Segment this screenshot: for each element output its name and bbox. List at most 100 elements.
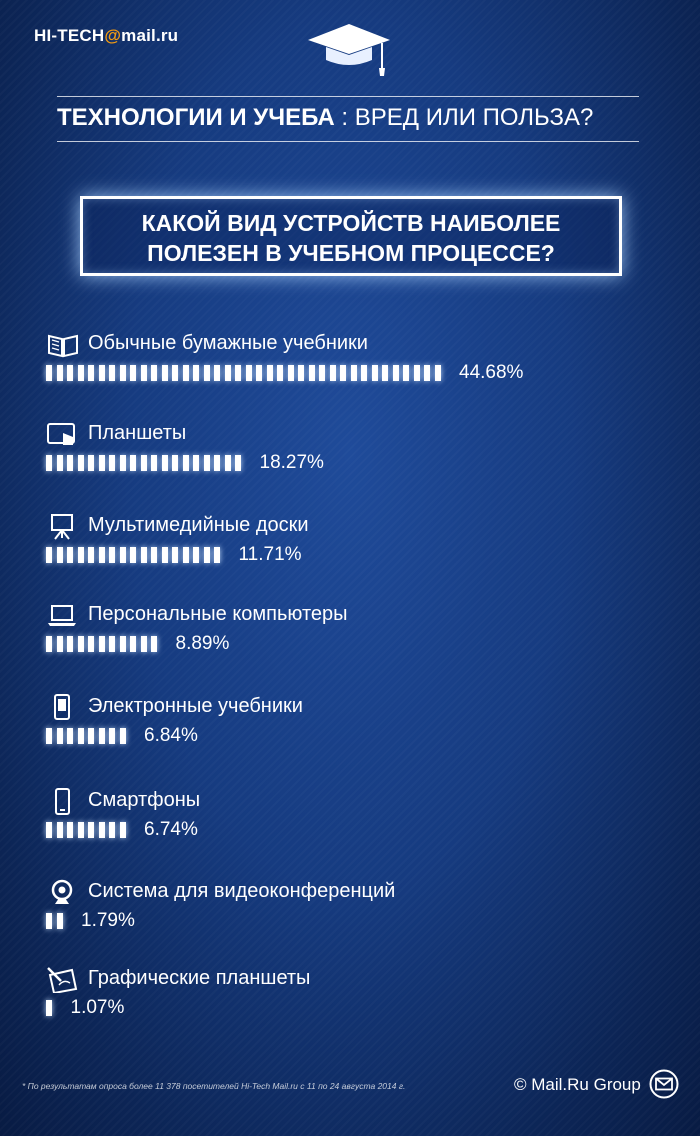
category-label: Планшеты (88, 422, 187, 444)
bar-segment (67, 365, 73, 381)
bar-segment (77, 365, 84, 381)
bar-segment (56, 455, 63, 471)
bar-segment (182, 547, 189, 563)
bar-segment (56, 822, 63, 838)
bar-segment (340, 365, 346, 381)
value-label: 44.68% (459, 362, 524, 383)
value-label: 8.89% (175, 633, 230, 654)
bar-segment (67, 455, 73, 471)
bar-segment (214, 455, 220, 471)
chart-row: Электронные учебники 6.84% (46, 693, 666, 753)
bar-segment (413, 365, 420, 381)
whiteboard-icon (51, 514, 73, 540)
bar-segment (319, 365, 325, 381)
bar-segment (98, 822, 105, 838)
bar-segment (119, 728, 126, 744)
bar-segment (119, 365, 126, 381)
bar-segment (119, 636, 126, 652)
bar (46, 822, 130, 838)
bar-segment (88, 822, 94, 838)
bar-segment (46, 636, 52, 652)
bar-segment (203, 547, 210, 563)
category-label: Смартфоны (88, 789, 201, 811)
value-label: 11.71% (238, 544, 302, 565)
bar (46, 1000, 57, 1016)
bar-segment (361, 365, 367, 381)
bar-segment (172, 455, 178, 471)
value-label: 1.79% (81, 910, 135, 931)
title-frame: ТЕХНОЛОГИИ И УЧЕБА : ВРЕД ИЛИ ПОЛЬЗА? (57, 96, 639, 142)
bar-segment (56, 636, 63, 652)
bar-segment (77, 728, 84, 744)
title-strong: ТЕХНОЛОГИИ И УЧЕБА (57, 104, 335, 131)
chart-row: Персональные компьютеры 8.89% (46, 601, 666, 661)
bar-segment (434, 365, 441, 381)
page-title: ТЕХНОЛОГИИ И УЧЕБА : ВРЕД ИЛИ ПОЛЬЗА? (57, 104, 593, 132)
bar-segment (151, 547, 157, 563)
bar-segment (77, 636, 84, 652)
bar-segment (140, 547, 147, 563)
bar-segment (56, 728, 63, 744)
laptop-icon (48, 605, 76, 626)
ereader-icon (54, 694, 70, 720)
value-label: 6.84% (144, 725, 198, 746)
bar (46, 728, 130, 744)
bar-segment (46, 1000, 52, 1016)
bar-segment (161, 365, 168, 381)
chart-row: Обычные бумажные учебники 44.68% (46, 330, 666, 390)
bar-segment (130, 365, 136, 381)
bar-segment (130, 455, 136, 471)
chart-row: Планшеты 18.27% (46, 420, 666, 480)
bar-segment (214, 365, 220, 381)
bar-segment (77, 455, 84, 471)
value-label: 6.74% (144, 819, 198, 840)
bar-segment (392, 365, 399, 381)
bar-segment (140, 636, 147, 652)
category-label: Персональные компьютеры (88, 603, 348, 625)
tablet-icon (47, 423, 75, 445)
bar-segment (424, 365, 430, 381)
bar (46, 455, 246, 471)
bar-segment (67, 822, 73, 838)
bar-segment (46, 365, 52, 381)
chart-row: Мультимедийные доски 11.71% (46, 512, 666, 572)
bar-segment (109, 365, 115, 381)
bar-segment (161, 547, 168, 563)
bar-segment (56, 547, 63, 563)
question-line-2: ПОЛЕЗЕН В УЧЕБНОМ ПРОЦЕССЕ? (147, 240, 555, 266)
question-line-1: КАКОЙ ВИД УСТРОЙСТВ НАИБОЛЕЕ (141, 210, 561, 236)
bar-segment (88, 636, 94, 652)
bar-segment (151, 636, 157, 652)
bar-segment (329, 365, 336, 381)
bar-segment (140, 455, 147, 471)
bar-segment (98, 455, 105, 471)
bar (46, 547, 225, 563)
webcam-icon (51, 879, 73, 904)
bar-segment (109, 822, 115, 838)
title-rest: : ВРЕД ИЛИ ПОЛЬЗА? (334, 104, 594, 131)
bar-segment (308, 365, 315, 381)
chart-row: Смартфоны 6.74% (46, 787, 666, 847)
logo-prefix: HI-TECH (34, 26, 105, 45)
bar-segment (193, 365, 199, 381)
bar-segment (119, 822, 126, 838)
bar-segment (172, 547, 178, 563)
logo: HI-TECH@mail.ru (34, 26, 178, 46)
bar-segment (235, 455, 241, 471)
bar-segment (182, 365, 189, 381)
bar-segment (56, 913, 63, 929)
bar-segment (98, 547, 105, 563)
bar-segment (224, 455, 231, 471)
bar-segment (277, 365, 283, 381)
bar-segment (235, 365, 241, 381)
graduation-cap-icon (308, 24, 390, 76)
bar (46, 365, 445, 381)
value-label: 18.27% (259, 452, 324, 473)
bar-segment (77, 547, 84, 563)
bar-segment (77, 822, 84, 838)
bar-segment (56, 365, 63, 381)
bar-segment (67, 636, 73, 652)
bar-segment (109, 547, 115, 563)
bar-segment (193, 455, 199, 471)
bar-segment (98, 728, 105, 744)
